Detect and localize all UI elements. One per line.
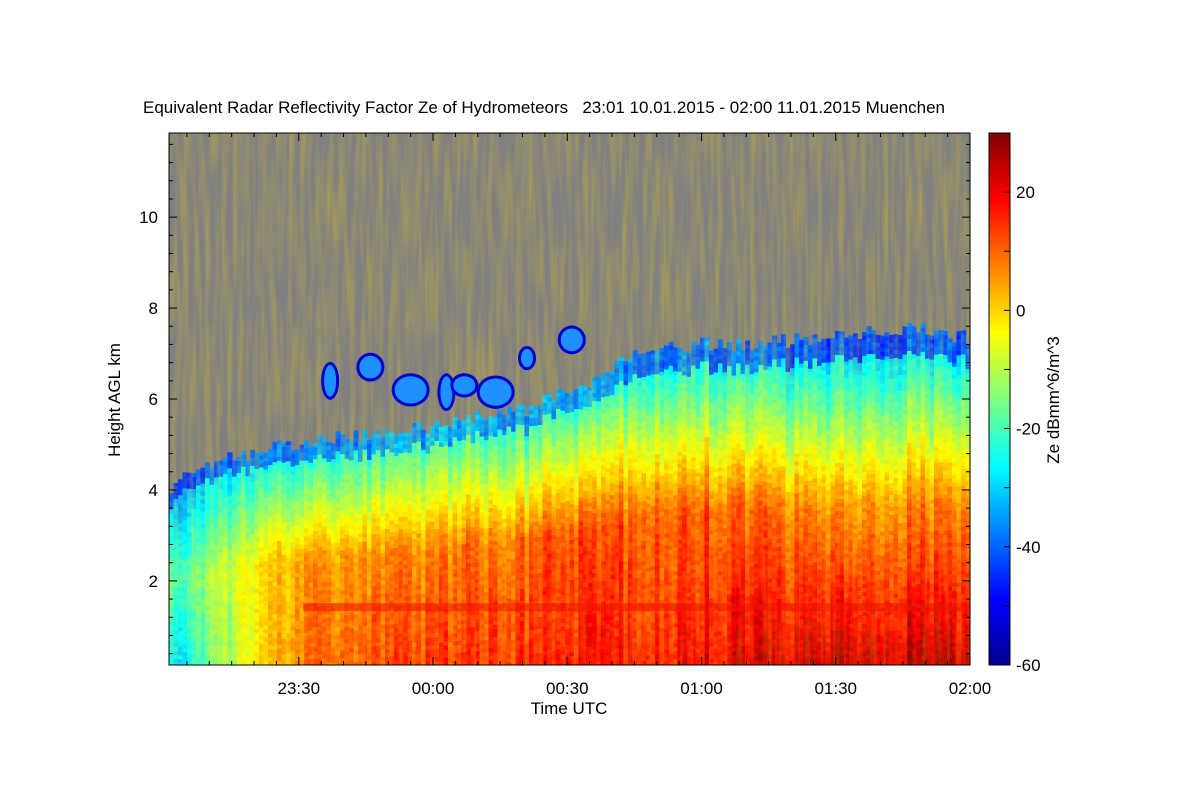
x-tick-label: 23:30 [277, 679, 320, 698]
colorbar-label: Ze dBmm^6/m^3 [1044, 336, 1063, 463]
colorbar-tick-label: -40 [1016, 538, 1041, 557]
x-axis-label: Time UTC [531, 699, 608, 718]
x-tick-label: 00:00 [412, 679, 455, 698]
y-axis-ticks: 2 4 6 8 10 [139, 143, 970, 655]
texture-overlay [169, 133, 970, 665]
x-tick-label: 01:30 [814, 679, 857, 698]
melting-layer-band [303, 603, 970, 612]
upper-cloud-patches [321, 325, 586, 412]
chart-title: Equivalent Radar Reflectivity Factor Ze … [143, 98, 945, 117]
colorbar-ticks: 20 0 -20 -40 -60 [1004, 132, 1041, 675]
colorbar-tick-label: 0 [1016, 301, 1025, 320]
x-tick-label: 00:30 [546, 679, 589, 698]
y-tick-label: 10 [139, 208, 158, 227]
y-tick-label: 4 [149, 481, 158, 500]
colorbar-tick-label: -20 [1016, 420, 1041, 439]
colorbar-tick-label: 20 [1016, 183, 1035, 202]
x-tick-label: 02:00 [949, 679, 992, 698]
y-axis-label: Height AGL km [105, 343, 124, 457]
y-tick-label: 6 [149, 390, 158, 409]
y-tick-label: 8 [149, 299, 158, 318]
colorbar-tick-label: -60 [1016, 656, 1041, 675]
x-axis-ticks: 23:30 00:00 00:30 01:00 01:30 02:00 [186, 133, 992, 698]
y-tick-label: 2 [149, 572, 158, 591]
colorbar [988, 132, 1011, 666]
x-tick-label: 01:00 [680, 679, 723, 698]
